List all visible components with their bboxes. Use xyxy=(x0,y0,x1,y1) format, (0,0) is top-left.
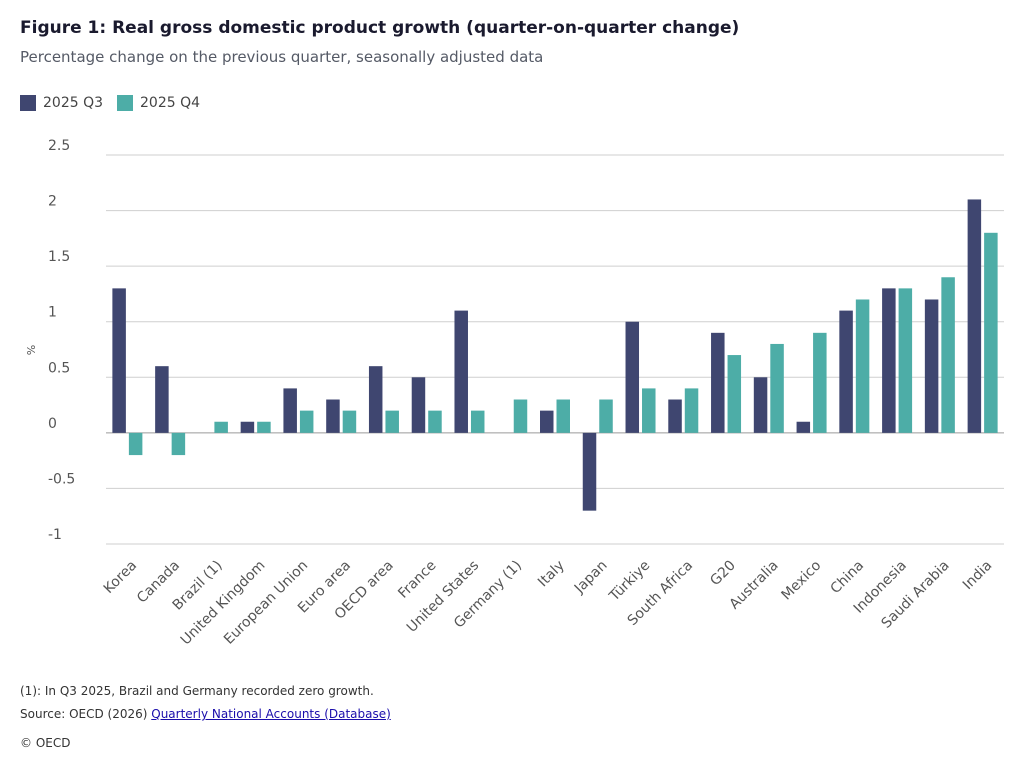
y-tick-label-4: 0.5 xyxy=(48,360,70,376)
bar-q3-6 xyxy=(368,366,383,433)
bar-q3-8 xyxy=(454,310,468,433)
bar-q3-11 xyxy=(582,432,597,511)
y-tick-label-7: -1 xyxy=(48,527,62,543)
bar-q4-20 xyxy=(984,232,998,433)
legend-swatch-q3 xyxy=(20,95,36,111)
bar-q4-10 xyxy=(556,399,570,433)
legend-item-q4: 2025 Q4 xyxy=(117,95,200,111)
bar-q4-9 xyxy=(513,399,528,433)
x-tick-label-14: G20 xyxy=(707,558,739,590)
footnote: (1): In Q3 2025, Brazil and Germany reco… xyxy=(20,684,374,698)
bar-q4-17 xyxy=(855,299,870,433)
copyright: © OECD xyxy=(20,736,71,750)
bar-q3-0 xyxy=(112,288,126,433)
legend-item-q3: 2025 Q3 xyxy=(20,95,103,111)
bar-q3-18 xyxy=(882,288,896,433)
x-tick-label-10: Italy xyxy=(535,558,568,591)
bar-q4-2 xyxy=(214,421,228,433)
bar-q4-15 xyxy=(770,343,784,433)
bar-q3-20 xyxy=(967,199,982,433)
x-tick-label-17: China xyxy=(828,558,868,598)
bar-q4-18 xyxy=(898,288,913,433)
bar-q4-0 xyxy=(128,432,143,456)
y-tick-label-6: -0.5 xyxy=(48,471,75,487)
bar-q4-5 xyxy=(342,410,357,433)
bar-q3-7 xyxy=(411,377,426,433)
bar-q4-16 xyxy=(813,332,827,433)
bar-q3-4 xyxy=(283,388,297,433)
bar-q4-3 xyxy=(257,421,271,433)
bar-q3-19 xyxy=(924,299,939,433)
x-tick-label-16: Mexico xyxy=(779,558,825,604)
bar-q4-11 xyxy=(599,399,613,433)
bar-q4-4 xyxy=(299,410,314,433)
legend-label-q3: 2025 Q3 xyxy=(43,95,104,111)
y-tick-label-2: 1.5 xyxy=(48,249,70,265)
bar-q3-13 xyxy=(668,399,682,433)
bar-q4-1 xyxy=(171,432,186,456)
legend-swatch-q4 xyxy=(117,95,134,111)
bar-q4-12 xyxy=(642,388,656,433)
y-axis-label: % xyxy=(25,345,38,355)
bar-q4-14 xyxy=(727,355,742,433)
x-tick-label-20: India xyxy=(960,558,996,594)
bar-q3-5 xyxy=(326,399,340,433)
bar-q4-6 xyxy=(385,410,399,433)
legend-label-q4: 2025 Q4 xyxy=(140,95,201,111)
source-prefix: Source: OECD (2026) xyxy=(20,707,152,721)
source-line: Source: OECD (2026) Quarterly National A… xyxy=(20,707,391,721)
chart-subtitle: Percentage change on the previous quarte… xyxy=(20,48,544,66)
bar-q3-12 xyxy=(625,321,640,433)
bar-q4-19 xyxy=(941,277,955,433)
source-link[interactable]: Quarterly National Accounts (Database) xyxy=(151,707,391,721)
x-tick-label-11: Japan xyxy=(571,558,611,598)
bar-q3-3 xyxy=(240,421,255,433)
bar-q3-16 xyxy=(796,421,811,433)
y-tick-label-0: 2.5 xyxy=(48,138,70,154)
bar-q4-13 xyxy=(684,388,699,433)
chart-title: Figure 1: Real gross domestic product gr… xyxy=(20,18,740,38)
bar-q3-10 xyxy=(540,410,554,433)
bar-q3-15 xyxy=(753,377,768,433)
bar-q3-14 xyxy=(711,332,725,433)
x-tick-label-0: Korea xyxy=(101,558,140,597)
chart-legend: 2025 Q3 2025 Q4 xyxy=(20,95,214,111)
bar-q3-17 xyxy=(839,310,853,433)
y-tick-label-3: 1 xyxy=(48,305,57,321)
bar-q4-7 xyxy=(428,410,442,433)
y-tick-label-5: 0 xyxy=(48,416,57,432)
bar-q4-8 xyxy=(470,410,485,433)
y-tick-label-1: 2 xyxy=(48,194,57,210)
bar-q3-1 xyxy=(155,366,169,433)
